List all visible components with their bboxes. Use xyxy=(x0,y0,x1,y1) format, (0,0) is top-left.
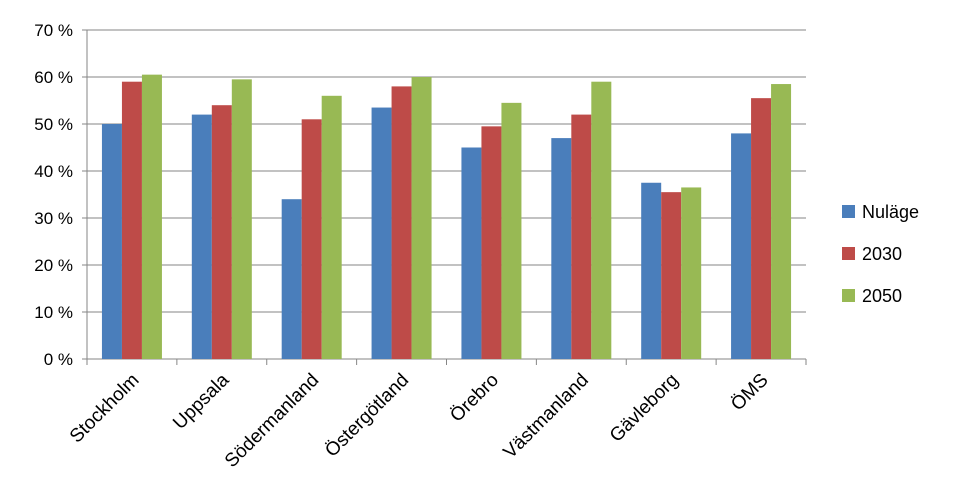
y-tick-label: 0 % xyxy=(44,350,73,369)
bar-2030-örebro xyxy=(481,126,502,359)
bar-2030-öms xyxy=(751,98,772,360)
bar-nuläge-örebro xyxy=(461,147,482,359)
bar-nuläge-öms xyxy=(731,133,752,359)
bar-2050-stockholm xyxy=(141,74,162,360)
bar-nuläge-uppsala xyxy=(191,114,212,359)
legend-label: 2030 xyxy=(862,244,902,264)
legend-swatch xyxy=(842,205,855,218)
y-tick-label: 50 % xyxy=(34,115,73,134)
bar-2030-gävleborg xyxy=(661,192,682,359)
bar-2030-uppsala xyxy=(211,105,232,359)
x-tick-label: Örebro xyxy=(446,370,503,427)
x-tick-label: Östergötland xyxy=(321,370,413,462)
y-tick-label: 30 % xyxy=(34,209,73,228)
y-tick-label: 70 % xyxy=(34,21,73,40)
y-tick-label: 60 % xyxy=(34,68,73,87)
x-tick-label: Västmanland xyxy=(500,370,593,463)
legend: Nuläge 2030 2050 xyxy=(842,202,919,306)
x-tick-labels: Stockholm UppsalaSödermanlandÖstergötland… xyxy=(66,369,773,472)
legend-label: 2050 xyxy=(862,286,902,306)
bar-nuläge-östergötland xyxy=(371,107,392,359)
bar-2030-östergötland xyxy=(391,86,412,360)
legend-swatch xyxy=(842,247,855,260)
legend-label: Nuläge xyxy=(862,202,919,222)
bar-2030-stockholm xyxy=(121,81,142,359)
y-tick-label: 20 % xyxy=(34,256,73,275)
x-tick-label: Södermanland xyxy=(221,370,323,472)
y-tick-labels: 0 % 10 % 20 % 30 % 40 % 50 % 60 % 70 % xyxy=(34,21,73,369)
bar-2050-västmanland xyxy=(591,81,612,359)
bar-2050-gävleborg xyxy=(681,187,702,359)
y-tick-label: 40 % xyxy=(34,162,73,181)
y-tick-label: 10 % xyxy=(34,303,73,322)
bars xyxy=(101,74,792,360)
x-tick-label: ÖMS xyxy=(727,370,772,415)
bar-2030-västmanland xyxy=(571,114,592,359)
bar-nuläge-stockholm xyxy=(101,124,122,359)
x-tick-label: Gävleborg xyxy=(606,370,683,447)
bar-2050-örebro xyxy=(501,102,522,359)
x-tick-label: Stockholm xyxy=(66,370,144,448)
bar-2050-uppsala xyxy=(231,79,252,359)
bar-2030-södermanland xyxy=(301,119,322,359)
legend-swatch xyxy=(842,289,855,302)
bar-nuläge-västmanland xyxy=(551,138,572,359)
bar-2050-östergötland xyxy=(411,77,432,359)
bar-2050-öms xyxy=(771,84,792,360)
bar-2050-södermanland xyxy=(321,95,342,360)
x-tick-label: Uppsala xyxy=(169,369,233,433)
bar-nuläge-södermanland xyxy=(281,199,302,359)
bar-nuläge-gävleborg xyxy=(641,182,662,359)
